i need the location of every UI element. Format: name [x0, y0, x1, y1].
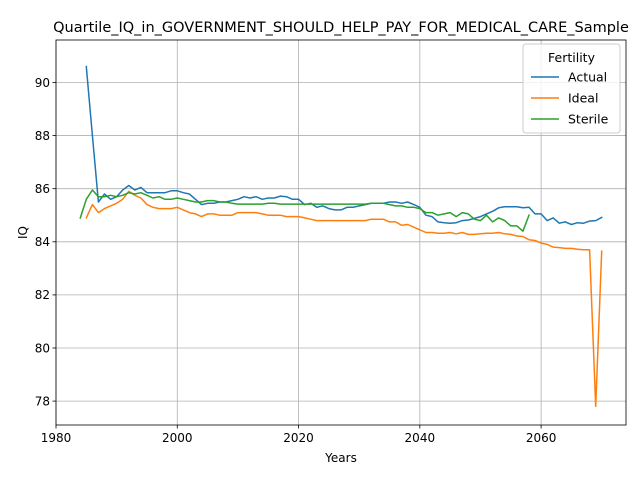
legend: Fertility Actual Ideal Sterile: [522, 43, 621, 134]
legend-items: Actual Ideal Sterile: [531, 70, 609, 127]
x-tick-label: 1980: [41, 431, 72, 445]
series-lines: [79, 65, 603, 408]
y-axis-label: IQ: [16, 226, 30, 239]
y-tick-label: 86: [35, 182, 50, 196]
axes-frame: [55, 39, 627, 426]
y-tick-label: 78: [35, 394, 50, 408]
legend-label-sterile: Sterile: [568, 112, 609, 127]
series-line-actual: [85, 65, 603, 226]
y-tick-label: 88: [35, 129, 50, 143]
y-tick-label: 90: [35, 76, 50, 90]
y-tick-label: 84: [35, 235, 50, 249]
legend-title: Fertility: [548, 50, 596, 65]
x-axis: 1980 2000 2020 2040 2060: [41, 425, 557, 445]
legend-box: [522, 43, 621, 134]
series-line-ideal: [85, 190, 603, 408]
legend-label-ideal: Ideal: [568, 91, 598, 106]
y-axis: 78 80 82 84 86 88 90: [35, 76, 56, 408]
x-tick-label: 2040: [405, 431, 436, 445]
x-tick-label: 2060: [526, 431, 557, 445]
series-line-sterile: [79, 189, 530, 232]
legend-label-actual: Actual: [568, 70, 607, 85]
x-tick-label: 2020: [283, 431, 314, 445]
y-tick-label: 82: [35, 288, 50, 302]
x-axis-label: Years: [324, 451, 357, 465]
chart-title: Quartile_IQ_in_GOVERNMENT_SHOULD_HELP_PA…: [53, 20, 629, 36]
y-tick-label: 80: [35, 341, 50, 355]
x-tick-label: 2000: [162, 431, 193, 445]
